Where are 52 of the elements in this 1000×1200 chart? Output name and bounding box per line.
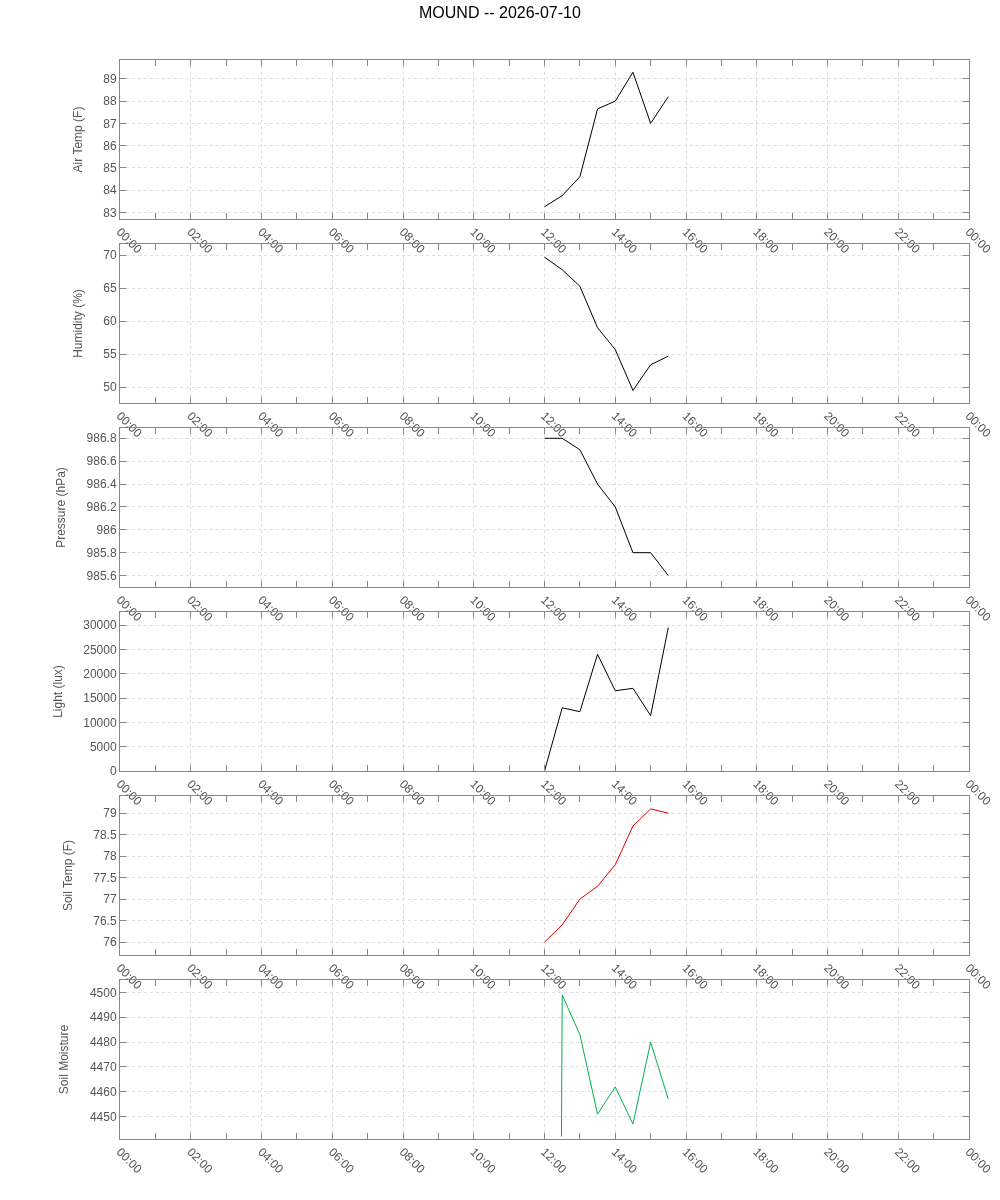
y-axis-title: Pressure (hPa) (53, 467, 68, 548)
y-tick-label: 25000 (83, 642, 117, 657)
y-tick-label: 10000 (83, 715, 117, 730)
y-tick-label: 15000 (83, 691, 117, 706)
y-tick-label: 986.2 (86, 500, 117, 515)
chart-title: MOUND -- 2026-07-10 (419, 4, 581, 21)
y-tick-label: 986.6 (86, 454, 117, 469)
y-tick-label: 84 (103, 183, 117, 198)
y-axis-title: Soil Moisture (57, 1024, 72, 1095)
y-tick-label: 76.5 (93, 913, 117, 928)
line-series (544, 627, 669, 771)
y-tick-label: 89 (103, 72, 117, 87)
y-tick-label: 83 (103, 205, 117, 220)
line-series (544, 256, 669, 391)
y-tick-label: 76 (103, 935, 117, 950)
y-tick-label: 985.8 (86, 545, 117, 560)
y-axis-title: Soil Temp (F) (60, 839, 75, 912)
y-tick-label: 20000 (83, 666, 117, 681)
y-tick-label: 88 (103, 94, 117, 109)
y-tick-label: 4490 (89, 1010, 117, 1025)
y-tick-label: 85 (103, 161, 117, 176)
y-tick-label: 4480 (89, 1035, 117, 1050)
line-series (544, 808, 669, 943)
y-tick-label: 78.5 (93, 827, 117, 842)
y-tick-label: 77.5 (93, 870, 117, 885)
y-tick-label: 87 (103, 116, 117, 131)
y-tick-label: 60 (103, 314, 117, 329)
y-tick-label: 79 (103, 806, 117, 821)
y-tick-label: 986.4 (86, 477, 117, 492)
y-axis-title: Humidity (%) (70, 289, 85, 358)
y-tick-label: 0 (109, 764, 117, 779)
y-tick-label: 65 (103, 281, 117, 296)
y-tick-label: 4500 (89, 985, 117, 1000)
y-tick-label: 4450 (89, 1109, 117, 1124)
y-tick-label: 4460 (89, 1085, 117, 1099)
y-tick-label: 986.8 (86, 431, 117, 446)
line-series (560, 994, 669, 1138)
line-series (544, 437, 669, 577)
line-series (544, 71, 669, 208)
y-axis-title: Air Temp (F) (70, 106, 85, 173)
y-axis-title: Light (lux) (50, 665, 65, 718)
y-tick-label: 78 (103, 849, 117, 864)
y-tick-label: 4470 (89, 1060, 117, 1075)
y-tick-label: 986 (96, 523, 117, 538)
y-tick-label: 55 (103, 347, 117, 362)
y-tick-label: 5000 (89, 739, 117, 754)
y-tick-label: 70 (103, 248, 117, 263)
y-tick-label: 77 (103, 892, 117, 907)
y-tick-label: 30000 (83, 618, 117, 633)
y-tick-label: 50 (103, 380, 117, 395)
y-tick-label: 86 (103, 138, 117, 153)
y-tick-label: 985.6 (86, 568, 117, 583)
